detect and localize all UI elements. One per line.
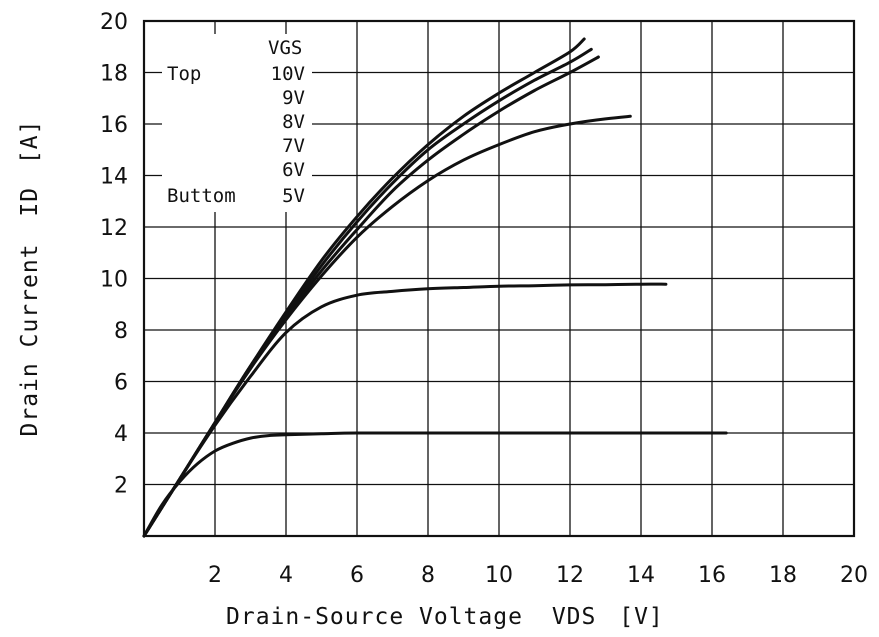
series-line-5 (142, 431, 728, 538)
legend-row-value-5: 5V (282, 185, 305, 207)
x-axis-title: Drain-Source Voltage VDS [V] (226, 604, 664, 630)
x-tick-label-7: 16 (698, 563, 726, 588)
grid (144, 20, 855, 536)
y-tick-label-1: 4 (114, 422, 128, 447)
y-axis-label: Drain Current (17, 243, 43, 436)
x-axis-unit: [V] (619, 604, 664, 630)
legend-row-value-1: 9V (282, 87, 305, 109)
x-tick-label-5: 12 (556, 563, 584, 588)
legend-row-prefix-0: Top (167, 63, 201, 85)
legend-row-value-4: 6V (282, 159, 305, 181)
x-tick-label-8: 18 (769, 563, 797, 588)
x-tick-label-6: 14 (627, 563, 655, 588)
plot-frame (142, 19, 856, 538)
y-tick-label-7: 16 (100, 113, 128, 138)
x-tick-label-1: 4 (279, 563, 293, 588)
y-axis-unit: [A] (17, 120, 43, 165)
y-tick-labels: 2 4 6 8 10 12 14 16 18 20 (100, 10, 128, 499)
legend-row-value-2: 8V (282, 111, 305, 133)
y-tick-label-4: 10 (100, 268, 128, 293)
y-axis-symbol: ID (17, 187, 43, 217)
legend: VGS Top 10V 9V 8V 7V 6V Buttom 5V (162, 34, 312, 212)
x-axis-symbol: VDS (552, 604, 597, 630)
x-tick-label-9: 20 (840, 563, 868, 588)
series-line-3 (142, 114, 632, 538)
x-axis-label: Drain-Source Voltage (226, 604, 523, 630)
legend-row-prefix-5: Buttom (167, 185, 236, 207)
y-tick-label-9: 20 (100, 10, 128, 35)
x-tick-label-2: 6 (350, 563, 364, 588)
y-tick-label-6: 14 (100, 165, 128, 190)
x-tick-label-3: 8 (421, 563, 435, 588)
y-tick-label-8: 18 (100, 62, 128, 87)
series-line-4 (142, 282, 668, 538)
y-tick-label-3: 8 (114, 319, 128, 344)
y-axis-title: Drain Current ID [A] (17, 120, 43, 437)
y-tick-label-2: 6 (114, 371, 128, 396)
curves (142, 37, 728, 538)
y-tick-label-5: 12 (100, 216, 128, 241)
x-tick-labels: 2 4 6 8 10 12 14 16 18 20 (208, 563, 868, 588)
y-tick-label-0: 2 (114, 474, 128, 499)
legend-header: VGS (268, 37, 302, 59)
x-tick-label-0: 2 (208, 563, 222, 588)
legend-row-value-3: 7V (282, 135, 305, 157)
legend-row-value-0: 10V (271, 63, 305, 85)
x-tick-label-4: 10 (485, 563, 513, 588)
legend-background (162, 34, 312, 212)
